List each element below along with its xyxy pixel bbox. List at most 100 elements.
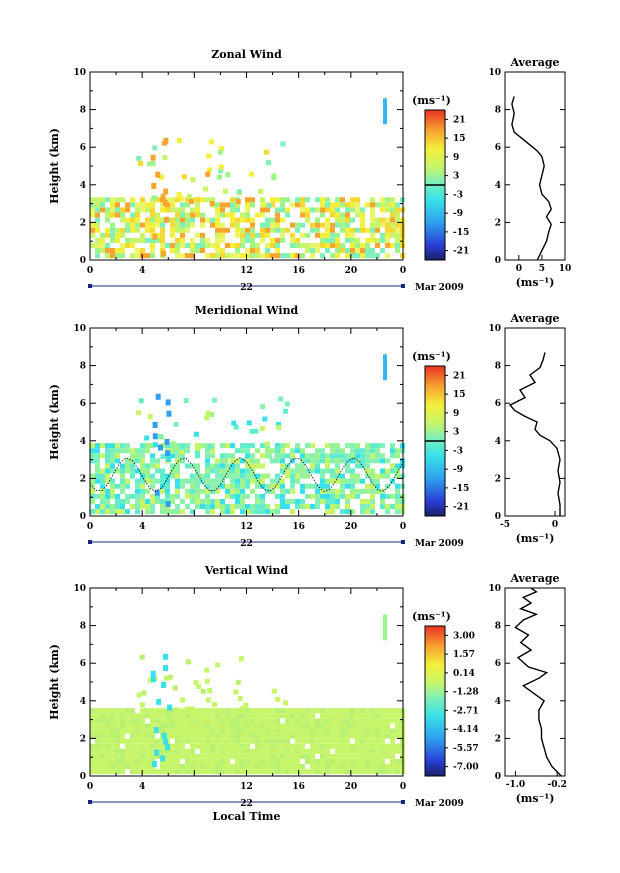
heatmap-cell — [165, 197, 170, 203]
heatmap-cell — [284, 401, 290, 407]
heatmap-cell — [170, 509, 175, 515]
heatmap-cell — [345, 764, 350, 770]
heatmap-cell — [220, 718, 225, 724]
heatmap-cell — [320, 493, 325, 499]
heatmap-cell — [230, 504, 235, 510]
heatmap-cell — [295, 769, 300, 775]
heatmap-cell — [250, 253, 255, 259]
heatmap-cell — [130, 453, 135, 459]
heatmap-cell — [340, 708, 345, 714]
heatmap-cell — [110, 708, 115, 714]
heatmap-cell — [360, 222, 365, 228]
heatmap-cell — [335, 468, 340, 474]
heatmap-cell — [330, 753, 335, 759]
heatmap-cell — [215, 458, 220, 464]
heatmap-cell — [170, 440, 176, 446]
x-tick-label: 20 — [345, 522, 358, 532]
heatmap-cell — [370, 748, 375, 754]
heatmap-cell — [355, 248, 360, 254]
heatmap-cell — [230, 197, 235, 203]
heatmap-cell — [295, 463, 300, 469]
heatmap-cell — [145, 498, 150, 504]
heatmap-cell — [325, 713, 330, 719]
day-label: 22 — [240, 283, 253, 293]
heatmap-cell — [245, 743, 250, 749]
x-tick-label: 16 — [292, 266, 305, 276]
heatmap-cell — [100, 504, 105, 510]
average-y-tick-label: 2 — [495, 734, 501, 744]
heatmap-cell — [385, 197, 390, 203]
heatmap-cell — [385, 733, 390, 739]
heatmap-cell — [275, 248, 280, 254]
heatmap-cell — [90, 509, 95, 515]
heatmap-cell — [310, 458, 315, 464]
heatmap-cell — [163, 188, 169, 195]
heatmap-cell — [220, 748, 225, 754]
heatmap-cell — [370, 207, 375, 213]
heatmap-cell — [325, 493, 330, 499]
heatmap-cell — [95, 248, 100, 254]
heatmap-cell — [260, 769, 265, 775]
heatmap-cell — [270, 483, 275, 489]
heatmap-cell — [340, 509, 345, 515]
heatmap-cell — [310, 463, 315, 469]
heatmap-cell — [390, 242, 395, 248]
heatmap-cell — [135, 753, 140, 759]
heatmap-cell — [215, 232, 220, 238]
heatmap-cell — [360, 743, 365, 749]
heatmap-cell — [205, 769, 210, 775]
heatmap-cell — [215, 708, 220, 714]
heatmap-cell — [209, 201, 215, 207]
heatmap-cell — [345, 232, 350, 238]
heatmap-cell — [380, 758, 385, 764]
heatmap-cell — [335, 504, 340, 510]
heatmap-cell — [230, 212, 235, 218]
day-bar-start — [88, 284, 92, 288]
heatmap-cell — [220, 443, 225, 449]
heatmap-cell — [210, 509, 215, 515]
heatmap-cell — [225, 473, 230, 479]
heatmap-cell — [125, 764, 130, 770]
heatmap-cell — [145, 769, 150, 775]
heatmap-cell — [225, 253, 230, 259]
heatmap-cell — [265, 242, 270, 248]
heatmap-cell — [250, 753, 255, 759]
heatmap-cell — [215, 713, 220, 719]
heatmap-cell — [390, 738, 395, 744]
heatmap-cell — [245, 753, 250, 759]
heatmap-cell — [270, 738, 275, 744]
heatmap-cell — [193, 680, 199, 686]
heatmap-cell — [340, 242, 345, 248]
heatmap-cell — [115, 738, 120, 744]
heatmap-cell — [150, 227, 155, 233]
heatmap-cell — [205, 728, 210, 734]
heatmap-cell — [300, 723, 305, 729]
heatmap-cell — [150, 718, 155, 724]
heatmap-cell — [320, 728, 325, 734]
heatmap-cell — [220, 212, 225, 218]
heatmap-cell — [220, 253, 225, 259]
heatmap-cell — [320, 473, 325, 479]
heatmap-cell — [155, 723, 160, 729]
heatmap-cell — [250, 769, 255, 775]
heatmap-cell — [240, 443, 245, 449]
heatmap-cell — [195, 769, 200, 775]
heatmap-cell — [153, 727, 159, 734]
heatmap-cell — [265, 708, 270, 714]
heatmap-cell — [110, 753, 115, 759]
heatmap-cell — [290, 753, 295, 759]
heatmap-cell — [395, 207, 400, 213]
average-frame — [504, 587, 566, 777]
heatmap-cell — [370, 498, 375, 504]
heatmap-cell — [350, 232, 355, 238]
heatmap-cell — [385, 237, 390, 243]
heatmap-cell — [265, 728, 270, 734]
heatmap-cell — [120, 448, 125, 454]
heatmap-cell — [255, 708, 260, 714]
heatmap-cell — [160, 769, 165, 775]
heatmap-cell — [300, 769, 305, 775]
heatmap-cell — [265, 483, 270, 489]
heatmap-cell — [290, 253, 295, 259]
heatmap-cell — [250, 509, 255, 515]
heatmap-cell — [305, 758, 310, 764]
